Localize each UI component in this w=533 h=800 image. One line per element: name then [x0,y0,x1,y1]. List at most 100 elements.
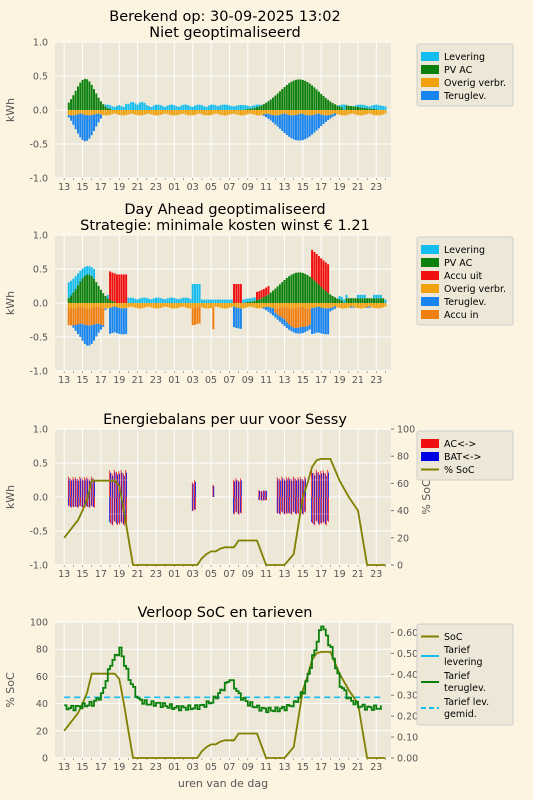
bar-bat [74,497,76,507]
bar-pv [246,109,249,110]
bar-overig [184,303,187,308]
bar-overig [343,110,346,116]
legend-label: PV AC [444,258,473,269]
bar-overig [338,303,341,308]
legend-label: Teruglev. [443,91,486,102]
bar-pv [373,109,375,110]
bar-pv [272,97,275,110]
bar-levering [340,296,343,301]
bar-ac [82,497,84,508]
bar-levering [212,299,215,303]
bar-teruglev [311,308,314,335]
bar-overig [382,303,385,308]
bar-overig [205,303,208,309]
bar-levering [345,104,348,106]
bar-pv [320,286,323,303]
bar-accu-in [72,308,75,326]
x-tick-label: 21 [132,569,144,580]
bar-pv [297,79,300,110]
bar-pv [354,106,357,110]
bar-pv [283,279,286,303]
bar-accu-uit [267,286,270,295]
x-tick-label: 19 [113,762,125,773]
bar-overig [350,110,353,114]
bar-levering [205,299,208,303]
bar-levering [233,106,235,110]
bar-overig [177,303,180,308]
bar-teruglev [285,114,288,135]
bar-ac [79,476,81,497]
bar-accu-uit [125,274,128,303]
bar-overig [141,303,144,309]
bar-overig [363,303,366,308]
bar-overig [143,303,146,308]
y-tick-label: 0.5 [33,265,48,276]
bar-overig [267,303,270,307]
bar-ac [240,478,241,497]
bar-teruglev [317,113,320,129]
bar-levering [363,294,366,299]
bar-pv [315,89,318,110]
x-tick-label: 07 [223,375,235,386]
bar-pv [288,276,291,303]
y-tick-label: -1.0 [29,561,48,572]
x-tick-label: 11 [260,569,272,580]
bar-levering [359,294,362,299]
bar-levering [251,297,254,302]
bar-overig [145,110,148,115]
bar-accu-uit [235,283,238,303]
y2-axis-label: % SoC [420,479,433,515]
y-tick-label: 0.5 [33,459,48,470]
bar-pv [306,275,309,303]
bar-overig [134,303,137,308]
bar-bat [90,497,92,506]
bar-teruglev [95,323,98,337]
bar-levering [379,105,382,110]
bar-levering [104,104,107,107]
chart-2-subtitle: Strategie: minimale kosten winst € 1.21 [80,218,370,234]
bar-bat [325,475,327,497]
x-tick-label: 13 [58,762,70,773]
bar-teruglev [278,114,281,129]
bar-overig [306,303,309,309]
bar-overig [150,303,153,308]
bar-levering [191,283,194,303]
legend-label: AC<-> [444,439,476,450]
bar-accu-in [301,307,304,327]
bar-overig [260,110,263,116]
bar-levering [343,104,346,110]
bar-bat [318,497,319,524]
bar-accu-uit [239,283,242,303]
x-tick-label: 19 [334,182,346,193]
bar-overig [106,303,109,309]
x-tick-label: 23 [150,375,162,386]
bar-ac [318,472,319,497]
bar-levering [111,106,114,110]
bar-levering [196,104,199,110]
y-tick-label: 0.0 [33,106,48,117]
bar-bat [281,497,283,512]
chart-1-title: Berekend op: 30-09-2025 13:02 [109,9,340,25]
bar-teruglev [233,306,235,328]
bar-overig [317,303,320,307]
x-tick-label: 15 [76,375,88,386]
bar-teruglev [295,115,297,141]
bar-pv [361,107,364,110]
bar-bat [235,497,237,512]
bar-pv [93,89,95,110]
bar-pv [311,85,314,110]
bar-ac [298,497,300,514]
bar-pv [102,293,105,303]
x-tick-label: 01 [168,569,180,580]
bar-levering [253,105,256,108]
legend-swatch [421,452,439,461]
x-tick-label: 23 [370,762,382,773]
bar-overig [311,303,314,309]
bar-teruglev [320,307,323,334]
bar-accu-in [191,308,194,326]
bar-overig [244,303,247,308]
bar-overig [239,110,242,116]
bar-levering [157,104,160,110]
bar-overig [72,110,75,116]
y-tick-label: 60 [36,672,48,683]
